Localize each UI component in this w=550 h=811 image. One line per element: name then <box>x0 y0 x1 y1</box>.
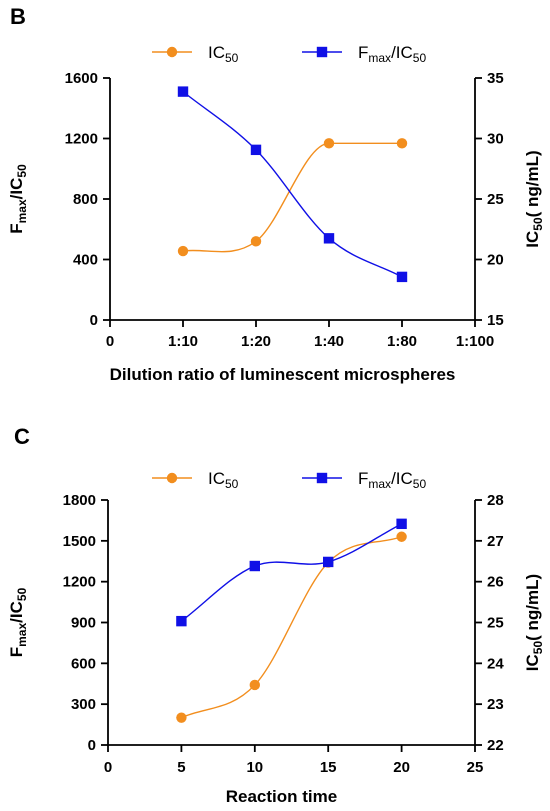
panel-letter: C <box>14 424 30 449</box>
y-left-tick-label: 1200 <box>63 574 96 591</box>
x-tick-label: 1:80 <box>387 333 417 350</box>
x-tick-label: 15 <box>320 759 337 776</box>
y-left-axis-title: Fmax​/IC50​ <box>7 587 29 657</box>
y-right-tick-label: 25 <box>487 191 504 208</box>
y-right-tick-label: 27 <box>487 533 504 550</box>
x-tick-label: 5 <box>177 759 185 776</box>
y-right-tick-label: 22 <box>487 737 504 754</box>
y-right-tick-label: 15 <box>487 312 504 329</box>
y-left-tick-label: 800 <box>73 191 98 208</box>
data-point-circle <box>177 245 189 257</box>
y-left-tick-label: 900 <box>71 615 96 632</box>
y-right-tick-label: 26 <box>487 574 504 591</box>
series-line-1 <box>182 91 403 278</box>
y-left-tick-label: 400 <box>73 252 98 269</box>
data-point-circle <box>176 712 187 723</box>
y-left-tick-label: 300 <box>71 696 96 713</box>
legend-label: IC50​ <box>208 469 239 491</box>
data-point-square <box>176 615 187 627</box>
y-right-axis-title: IC50​( ng/mL) <box>523 574 545 671</box>
legend-label: Fmax​/IC50​ <box>358 469 426 491</box>
y-left-tick-label: 0 <box>88 737 96 754</box>
x-tick-label: 1:20 <box>241 333 271 350</box>
data-point-square <box>249 560 260 572</box>
y-left-tick-label: 1200 <box>65 131 98 148</box>
x-tick-label: 1:100 <box>456 333 494 350</box>
series-line-1 <box>180 523 402 622</box>
series-line-0 <box>182 142 402 253</box>
legend-marker-square <box>316 472 328 484</box>
y-right-tick-label: 28 <box>487 492 504 509</box>
x-tick-label: 20 <box>393 759 410 776</box>
y-left-tick-label: 1800 <box>63 492 96 509</box>
series-line-0 <box>181 536 402 719</box>
data-point-square <box>323 556 334 568</box>
y-right-tick-label: 30 <box>487 131 504 148</box>
y-right-axis-title: IC50​( ng/mL) <box>523 150 545 247</box>
legend-label: IC50​ <box>208 43 239 65</box>
data-point-circle <box>396 531 407 542</box>
data-point-circle <box>250 236 262 247</box>
x-axis-title: Reaction time <box>226 787 337 806</box>
x-tick-label: 1:40 <box>314 333 344 350</box>
y-right-tick-label: 20 <box>487 252 504 269</box>
y-right-tick-label: 35 <box>487 70 504 87</box>
y-left-tick-label: 1600 <box>65 70 98 87</box>
y-left-axis-title: Fmax​/IC50​ <box>7 164 29 234</box>
data-point-square <box>177 86 189 97</box>
chart-panel-B: B 0 1:10 1:20 1:40 1:80 1:100 0 400 800 1200 1600 15… <box>7 4 545 384</box>
y-right-tick-label: 23 <box>487 696 504 713</box>
legend-marker-circle <box>166 472 178 484</box>
data-point-square <box>396 271 408 283</box>
x-axis-title: Dilution ratio of luminescent microspher… <box>110 365 456 384</box>
y-right-tick-label: 25 <box>487 615 504 632</box>
x-tick-label: 1:10 <box>168 333 198 350</box>
data-point-square <box>250 144 262 156</box>
x-tick-label: 0 <box>106 333 114 350</box>
data-point-circle <box>323 138 335 149</box>
x-tick-label: 0 <box>104 759 112 776</box>
data-point-circle <box>396 138 408 149</box>
legend-marker-square <box>316 46 328 58</box>
chart-panel-C: C 0 5 10 15 20 25 0 300 600 900 1200 1500 1800 22 23 24 2… <box>7 424 545 806</box>
y-left-tick-label: 1500 <box>63 533 96 550</box>
y-right-tick-label: 24 <box>487 655 504 672</box>
data-point-circle <box>249 679 260 691</box>
legend-marker-circle <box>166 46 178 58</box>
x-tick-label: 10 <box>246 759 263 776</box>
x-tick-label: 25 <box>467 759 484 776</box>
data-point-square <box>396 518 407 530</box>
data-point-square <box>323 233 335 244</box>
panel-letter: B <box>10 4 26 29</box>
y-left-tick-label: 0 <box>90 312 98 329</box>
y-left-tick-label: 600 <box>71 655 96 672</box>
legend-label: Fmax​/IC50​ <box>358 43 426 65</box>
